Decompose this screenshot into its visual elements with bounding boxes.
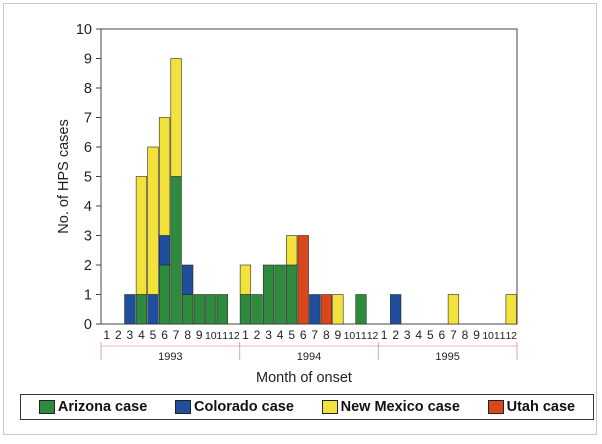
bar-segment (147, 294, 159, 325)
y-tick-label: 3 (84, 229, 92, 245)
bar-segment (193, 294, 205, 325)
month-tick-label: 8 (462, 328, 469, 342)
month-tick-label: 12 (228, 330, 240, 342)
month-tick-label: 7 (311, 328, 318, 342)
bar-segment (158, 235, 171, 266)
legend-item: Colorado case (175, 399, 294, 415)
y-tick-label: 10 (76, 22, 92, 38)
bar-segment (286, 235, 298, 266)
month-tick-label: 9 (335, 328, 342, 342)
month-tick-label: 11 (217, 330, 229, 342)
chart-frame: 0 1 2 3 4 5 6 7 8 9 10 No. of HPS cases 1 2 3 4 5 6 7 8 9 10 1… (3, 3, 597, 435)
month-tick-label: 6 (439, 328, 446, 342)
legend-swatch (175, 400, 191, 414)
month-tick-label: 2 (115, 328, 122, 342)
month-tick-label: 3 (404, 328, 411, 342)
bar-segment (309, 294, 321, 325)
bar-segment (320, 294, 332, 325)
bar-segment (147, 146, 159, 295)
legend-item: New Mexico case (321, 399, 460, 415)
x-axis-label: Month of onset (256, 370, 352, 386)
bar-segment (239, 264, 252, 295)
legend-item: Utah case (487, 399, 576, 415)
month-tick-label: 5 (288, 328, 295, 342)
month-tick-label: 5 (427, 328, 434, 342)
bar-segment (286, 264, 298, 325)
legend-label: New Mexico case (340, 399, 460, 415)
bar-segment (158, 264, 171, 325)
year-label: 1995 (435, 351, 459, 363)
bar-segment (135, 294, 148, 325)
month-tick-label: 1 (103, 328, 110, 342)
bar-segment (251, 294, 263, 325)
bar-segment (124, 294, 136, 325)
y-tick-label: 1 (84, 288, 92, 304)
month-tick-label: 8 (323, 328, 330, 342)
month-tick-label: 10 (482, 330, 494, 342)
legend-swatch (321, 400, 338, 414)
bar-segment (182, 264, 194, 295)
month-tick-label: 4 (415, 328, 422, 342)
bar-segment (205, 294, 217, 325)
month-tick-label: 2 (254, 328, 261, 342)
month-tick-label: 2 (392, 328, 399, 342)
y-tick-label: 5 (84, 170, 92, 186)
month-tick-label: 9 (473, 328, 480, 342)
month-tick-label: 12 (505, 330, 517, 342)
month-tick-label: 6 (300, 328, 307, 342)
y-tick-label: 2 (84, 258, 92, 274)
month-tick-label: 5 (150, 328, 157, 342)
legend-label: Colorado case (194, 399, 294, 415)
bar-segment (182, 294, 194, 325)
month-tick-label: 3 (265, 328, 272, 342)
month-tick-label: 4 (138, 328, 145, 342)
month-tick-label: 9 (196, 328, 203, 342)
y-tick-label: 7 (84, 111, 92, 127)
year-label: 1993 (158, 351, 182, 363)
bar-segment (447, 294, 460, 325)
legend-item: Arizona case (38, 399, 148, 415)
bar-segment (170, 58, 182, 177)
bar-segment (262, 264, 275, 325)
bar-segment (135, 176, 148, 295)
bar-segment (355, 294, 367, 325)
bar-segment (332, 294, 344, 325)
month-tick-label: 1 (381, 328, 388, 342)
chart-legend: Arizona case Colorado case New Mexico case… (20, 394, 594, 420)
y-tick-label: 6 (84, 140, 92, 156)
bar-segment (274, 264, 286, 325)
month-tick-label: 7 (450, 328, 457, 342)
y-axis-label: No. of HPS cases (56, 119, 72, 233)
month-tick-label: 3 (127, 328, 134, 342)
month-tick-label: 1 (242, 328, 249, 342)
legend-label: Arizona case (57, 399, 148, 415)
month-tick-label: 11 (355, 330, 367, 342)
legend-swatch (38, 400, 55, 414)
month-tick-label: 10 (205, 330, 217, 342)
month-tick-label: 7 (173, 328, 180, 342)
y-tick-label: 4 (84, 199, 92, 215)
month-tick-label: 12 (367, 330, 379, 342)
y-tick-label: 9 (84, 52, 92, 68)
y-tick-label: 8 (84, 81, 92, 97)
y-tick-label: 0 (84, 317, 92, 333)
bar-segment (158, 117, 171, 236)
year-label: 1994 (297, 351, 321, 363)
month-tick-label: 11 (494, 330, 506, 342)
legend-swatch (487, 400, 504, 414)
bar-segment (505, 294, 517, 325)
bar-segment (170, 176, 182, 325)
bar-segment (216, 294, 228, 325)
bar-segment (390, 294, 402, 325)
month-tick-label: 8 (184, 328, 191, 342)
legend-label: Utah case (506, 399, 576, 415)
month-tick-label: 6 (161, 328, 168, 342)
month-tick-label: 4 (277, 328, 284, 342)
bar-segment (239, 294, 252, 325)
month-tick-label: 10 (344, 330, 356, 342)
bar-segment (297, 235, 309, 325)
